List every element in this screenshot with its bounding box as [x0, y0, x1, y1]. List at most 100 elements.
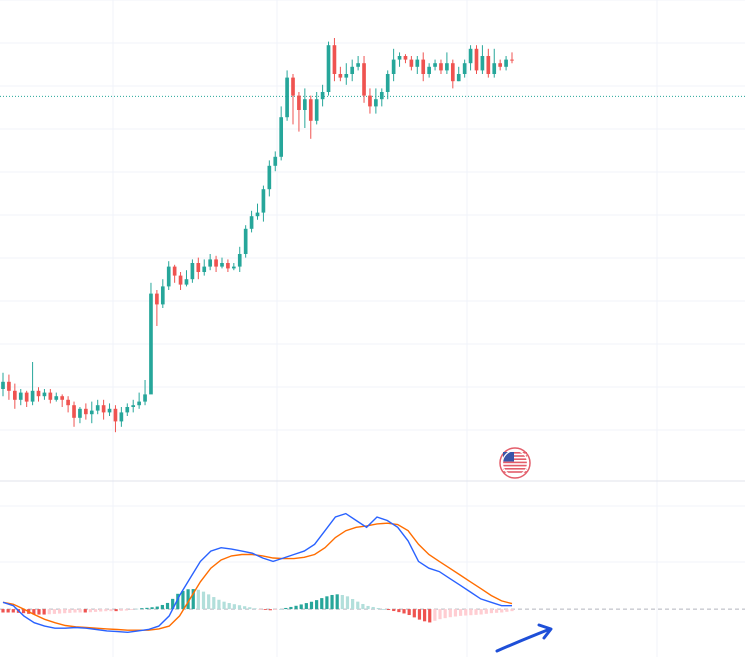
candle-body	[368, 95, 372, 107]
histogram-bar	[129, 609, 134, 610]
candle	[119, 407, 124, 427]
candle-body	[60, 396, 65, 400]
candle	[303, 88, 307, 128]
histogram-bar	[500, 609, 504, 613]
candle-body	[480, 56, 485, 71]
candle-body	[78, 408, 82, 418]
candle-body	[314, 99, 319, 121]
candle-body	[7, 381, 11, 391]
candle-body	[456, 74, 461, 82]
histogram-bar	[155, 606, 159, 610]
candle-body	[184, 279, 189, 285]
candle-body	[356, 63, 360, 67]
histogram-bar	[417, 609, 422, 620]
histogram-bar	[165, 602, 170, 610]
candle	[261, 185, 266, 222]
candle	[18, 389, 23, 406]
histogram-bar	[464, 609, 468, 616]
candle	[78, 407, 82, 424]
candle-body	[42, 392, 47, 397]
candle-body	[143, 394, 147, 402]
histogram-bar	[181, 590, 185, 610]
candle	[255, 203, 260, 220]
candle	[160, 279, 165, 308]
candle-body	[160, 286, 165, 305]
candle-body	[95, 405, 100, 411]
candle	[166, 261, 171, 290]
histogram-bar	[402, 609, 406, 614]
candle	[504, 56, 508, 71]
candle-body	[18, 392, 23, 400]
histogram-bar	[494, 609, 499, 613]
histogram-bar	[443, 609, 447, 619]
histogram-bar	[32, 609, 36, 615]
candle	[243, 225, 248, 258]
candle	[409, 56, 414, 71]
candle-body	[344, 74, 349, 78]
flag-stripe	[503, 458, 527, 460]
histogram-bar	[412, 609, 416, 618]
candle-body	[415, 59, 420, 67]
histogram-bar	[422, 609, 427, 622]
histogram-bar	[114, 609, 118, 612]
histogram-bar	[109, 609, 113, 612]
histogram-bar	[351, 599, 355, 610]
histogram-bar	[253, 608, 257, 610]
candle	[190, 259, 195, 283]
candle-body	[84, 408, 88, 415]
candle	[439, 59, 443, 74]
candle-body	[498, 63, 502, 67]
candle	[24, 390, 29, 407]
histogram-bar	[438, 609, 442, 620]
candle	[84, 403, 88, 420]
candle	[308, 95, 313, 139]
candle	[66, 396, 70, 413]
candle-body	[486, 56, 491, 74]
histogram-bar	[356, 601, 360, 610]
candle-body	[279, 117, 284, 157]
candle-body	[36, 390, 41, 397]
arrow-shaft	[495, 627, 552, 653]
candle-body	[338, 74, 343, 78]
candle	[184, 270, 189, 287]
histogram-bar	[325, 596, 329, 610]
histogram-bar	[458, 609, 463, 616]
candle	[30, 362, 35, 406]
candle	[107, 403, 112, 416]
histogram-bar	[63, 609, 67, 614]
candle-body	[48, 392, 53, 400]
candle-body	[220, 263, 224, 267]
candle	[237, 246, 242, 272]
candle	[149, 282, 153, 395]
histogram-bar	[135, 608, 139, 610]
candle	[344, 63, 349, 85]
candle	[403, 54, 408, 64]
histogram-bar	[428, 609, 432, 623]
histogram-bar	[176, 593, 180, 610]
candle	[320, 84, 325, 107]
histogram-bar	[309, 601, 314, 610]
histogram-bar	[207, 594, 211, 610]
candle-body	[119, 412, 124, 422]
candle	[397, 52, 402, 67]
candle	[172, 264, 177, 283]
us-flag-icon	[499, 447, 531, 479]
candle-body	[237, 254, 242, 267]
candle-body	[291, 77, 295, 96]
histogram-bar	[227, 603, 231, 610]
candle-body	[374, 99, 378, 107]
histogram-bar	[42, 609, 46, 615]
candle-body	[30, 390, 35, 402]
histogram-bar	[243, 606, 247, 610]
candle	[468, 45, 473, 71]
histogram-bar	[510, 609, 514, 612]
candle	[267, 160, 272, 197]
histogram-bar	[273, 609, 278, 610]
histogram-bar	[217, 599, 221, 610]
candle	[226, 259, 230, 272]
candle	[101, 399, 106, 420]
candle-body	[214, 259, 218, 267]
candle	[379, 88, 384, 107]
histogram-bar	[145, 607, 149, 610]
candle-body	[433, 63, 437, 67]
